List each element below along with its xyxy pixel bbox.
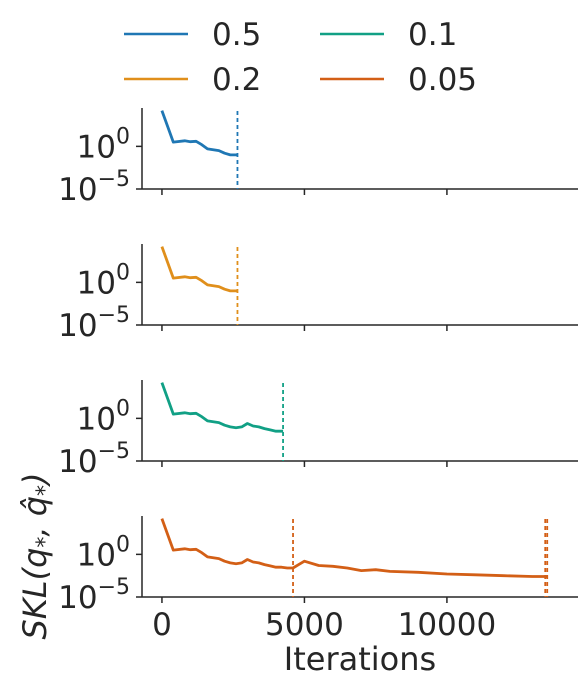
x-tick-label: 0 — [152, 607, 172, 643]
y-tick-label: 10−5 — [58, 167, 130, 208]
y-tick-label: 100 — [77, 532, 130, 573]
y-tick-label: 10−5 — [58, 303, 130, 344]
y-tick-label: 100 — [77, 124, 130, 165]
y-tick-label: 10−5 — [58, 575, 130, 616]
legend: 0.5 0.1 0.2 0.05 — [124, 17, 477, 98]
legend-label: 0.1 — [408, 17, 457, 53]
series-line-0.2 — [160, 246, 238, 293]
legend-label: 0.5 — [212, 17, 261, 53]
series-line-0.1 — [160, 382, 284, 433]
y-tick-label: 10−5 — [58, 439, 130, 480]
x-tick-label: 10000 — [398, 607, 497, 643]
legend-label: 0.2 — [212, 62, 261, 98]
series-line-0.05 — [160, 518, 547, 578]
x-tick-label: 5000 — [265, 607, 344, 643]
series-line-0.5 — [160, 110, 238, 157]
x-axis-label: Iterations — [284, 640, 436, 678]
y-tick-label: 100 — [77, 260, 130, 301]
y-axis-label: SKL(q*, q̂*) — [16, 472, 58, 639]
legend-label: 0.05 — [408, 62, 477, 98]
y-tick-label: 100 — [77, 396, 130, 437]
